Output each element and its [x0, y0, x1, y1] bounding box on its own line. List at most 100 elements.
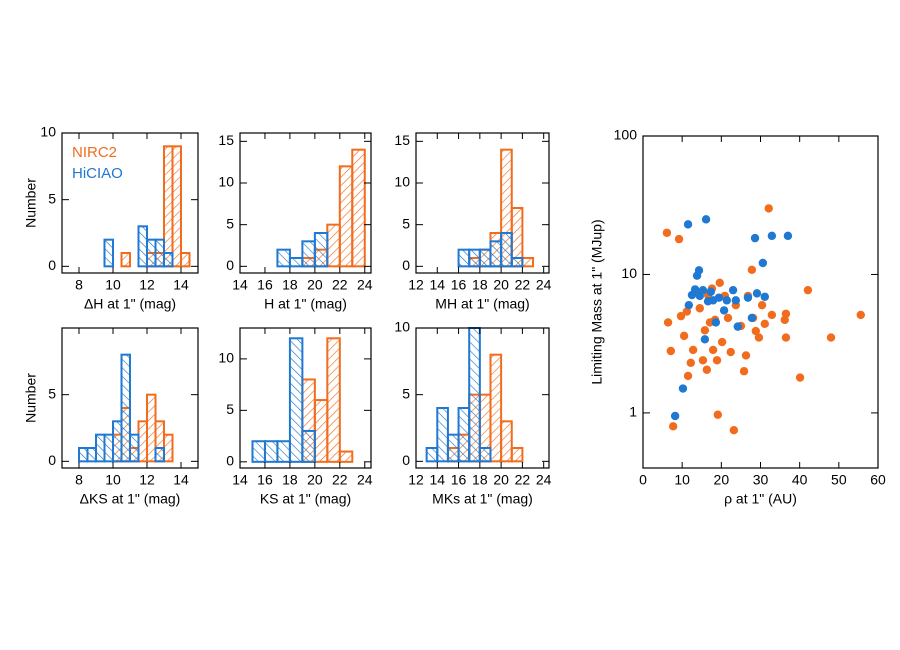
histogram-bar	[313, 232, 329, 268]
scatter-point	[826, 333, 836, 342]
y-tick-label: 5	[48, 385, 56, 401]
scatter-point	[783, 231, 793, 241]
histogram-bar	[171, 145, 182, 268]
scatter-point	[767, 231, 777, 241]
x-tick-label: 20	[307, 277, 323, 293]
x-tick-label: 24	[357, 277, 373, 293]
scatter-point	[662, 228, 672, 237]
histogram-bar	[338, 165, 354, 268]
histogram-bar	[326, 337, 341, 463]
y-axis-label: Number	[23, 178, 39, 228]
histogram-bar	[78, 447, 89, 463]
histogram-bar	[129, 433, 140, 463]
scatter-point	[781, 309, 791, 318]
y-axis-label: Number	[23, 373, 39, 423]
x-tick-label: 24	[357, 472, 373, 488]
y-tick-label: 0	[48, 452, 56, 468]
scatter-point	[733, 322, 742, 331]
legend-entry: NIRC2	[72, 144, 117, 161]
histogram-bar	[446, 433, 460, 463]
y-tick-label: 0	[226, 257, 234, 273]
histogram-bar	[313, 399, 329, 463]
x-tick-label: 8	[75, 472, 83, 488]
y-tick-label: 5	[48, 190, 56, 206]
histogram-bar	[489, 353, 503, 463]
histogram-bar	[95, 433, 106, 463]
scatter-point	[695, 304, 704, 313]
x-tick-label: 22	[515, 277, 531, 293]
x-tick-label: 12	[139, 472, 155, 488]
y-tick-label: 10	[218, 350, 234, 366]
x-tick-label: 20	[714, 472, 730, 488]
histogram-bar	[251, 440, 266, 463]
scatter-point	[752, 289, 762, 298]
x-tick-label: 8	[75, 277, 83, 293]
scatter-point	[731, 296, 741, 305]
x-axis-label: MKs at 1" (mag)	[432, 491, 533, 507]
x-tick-label: 18	[472, 277, 488, 293]
x-axis-label: KS at 1" (mag)	[260, 491, 351, 507]
x-tick-label: 18	[282, 472, 298, 488]
x-tick-label: 14	[429, 277, 445, 293]
scatter-point	[750, 233, 760, 243]
scatter-point	[739, 367, 749, 376]
histogram-bar	[163, 433, 174, 463]
histogram-bar	[146, 238, 157, 268]
x-tick-label: 40	[792, 472, 808, 488]
x-tick-label: 22	[332, 472, 348, 488]
scatter-point	[722, 296, 732, 305]
histogram-bar	[468, 327, 481, 463]
x-tick-label: 18	[472, 472, 488, 488]
scatter-point	[694, 266, 704, 275]
scatter-point	[708, 345, 718, 355]
x-tick-label: 20	[493, 472, 509, 488]
scatter-point	[668, 422, 678, 431]
y-axis-label: Limiting Mass at 1" (MJup)	[589, 219, 605, 384]
scatter-point	[715, 278, 724, 288]
histogram-bar	[154, 238, 165, 268]
scatter-point	[678, 384, 688, 393]
scatter-point	[741, 351, 751, 360]
scatter-point	[760, 292, 770, 301]
y-tick-label: 15	[394, 132, 410, 148]
histogram-bar	[86, 447, 97, 463]
scatter-point	[702, 365, 712, 374]
y-tick-label: 0	[402, 257, 410, 273]
histogram-bar	[478, 447, 492, 463]
y-tick-label: 5	[402, 215, 410, 231]
histogram-bar	[120, 353, 131, 463]
y-tick-label: 10	[621, 265, 637, 281]
scatter-point	[700, 326, 710, 335]
x-axis-label: MH at 1" (mag)	[435, 296, 529, 312]
y-tick-label: 1	[629, 404, 637, 420]
x-tick-label: 20	[493, 277, 509, 293]
histogram-bar	[326, 223, 341, 268]
x-tick-label: 30	[753, 472, 769, 488]
x-tick-label: 10	[105, 277, 121, 293]
histogram-bar	[510, 257, 524, 268]
scatter-point	[758, 258, 768, 268]
scatter-point	[743, 293, 753, 302]
histogram-bar	[500, 420, 513, 463]
x-tick-label: 18	[282, 277, 298, 293]
histogram-bar	[103, 238, 114, 268]
x-tick-label: 0	[639, 472, 647, 488]
scatter-point	[803, 285, 813, 295]
scatter-point	[688, 345, 698, 355]
x-tick-label: 14	[429, 472, 445, 488]
x-tick-label: 22	[332, 277, 348, 293]
scatter-point	[686, 358, 695, 368]
histogram-bar	[276, 440, 291, 463]
histogram-bar	[436, 407, 449, 463]
legend-entry: HiCIAO	[72, 165, 123, 182]
scatter-point	[684, 300, 694, 310]
histogram-bar	[137, 420, 148, 463]
scatter-point	[698, 285, 708, 295]
plot-frame	[239, 132, 372, 274]
scatter-point	[683, 220, 693, 229]
scatter-point	[747, 313, 757, 323]
histogram-bar	[137, 225, 148, 268]
scatter-point	[747, 265, 757, 275]
scatter-point	[754, 333, 764, 342]
